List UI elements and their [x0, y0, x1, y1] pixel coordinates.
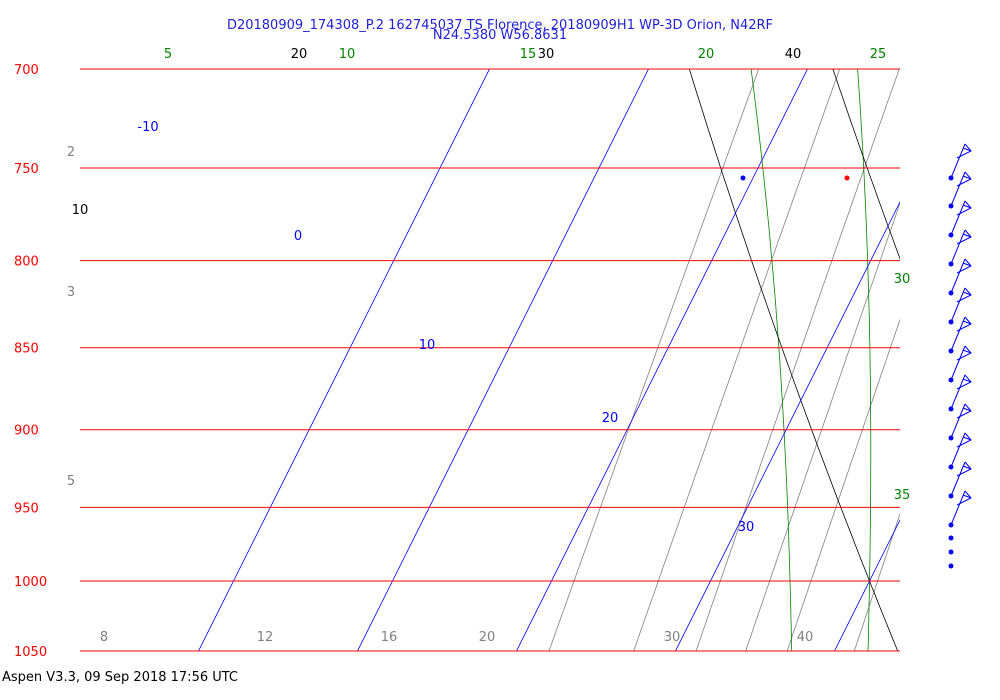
dry-adiabat-label: 40	[785, 47, 802, 62]
wind-barb-flag	[956, 229, 972, 245]
wind-barb-staff	[950, 403, 972, 439]
wind-barb-staff	[950, 432, 972, 468]
isotherm-label: 10	[419, 338, 436, 353]
isotherm-label: 0	[294, 229, 302, 244]
moist-adiabat-label: 5	[164, 47, 172, 62]
dry-adiabat-line	[939, 0, 1000, 700]
mixing-ratio-label: 8	[100, 630, 108, 645]
wind-barb-staff	[950, 316, 972, 352]
grid-lines	[198, 0, 1000, 700]
wind-barb-flag	[956, 345, 972, 361]
moist-adiabat-label: 10	[339, 47, 356, 62]
wind-barb-flag	[956, 461, 972, 477]
mixing-ratio-label: 12	[257, 630, 274, 645]
pressure-tick-label: 1050	[14, 645, 47, 660]
mixing-ratio-line	[931, 0, 1000, 700]
isotherm-line	[198, 69, 490, 651]
wind-barb-staff	[950, 345, 972, 381]
wind-barb-staff	[950, 229, 972, 265]
mixing-ratio-line	[886, 0, 1000, 700]
dry-adiabat-label: 20	[291, 47, 308, 62]
moist-adiabat-label: 25	[870, 47, 887, 62]
wind-barb-staff	[950, 171, 972, 207]
wind-barb-flag	[956, 287, 972, 303]
isotherm-label: 20	[602, 411, 619, 426]
wind-barb-staff	[950, 200, 972, 236]
wind-barb-flag	[956, 490, 972, 506]
mixing-ratio-label: 5	[67, 474, 75, 489]
wind-barb-staff	[950, 374, 972, 410]
mixing-ratio-label: 30	[664, 630, 681, 645]
wind-barb-flag	[956, 374, 972, 390]
wind-barb-staff	[950, 143, 972, 179]
pressure-tick-label: 750	[14, 162, 39, 177]
wind-barbs	[948, 143, 972, 569]
mixing-ratio-label: 40	[797, 630, 814, 645]
moist-adiabat-line	[857, 69, 872, 651]
moist-adiabat-label: 35	[894, 488, 911, 503]
mixing-ratio-line	[745, 201, 900, 651]
pressure-tick-label: 800	[14, 255, 39, 270]
mixing-ratio-line	[548, 69, 760, 651]
isotherm-line	[675, 201, 900, 651]
moist-adiabat-label: 15	[520, 47, 537, 62]
pressure-tick-label: 700	[14, 63, 39, 78]
moist-adiabat-label: 20	[698, 47, 715, 62]
dry-adiabat-label: 10	[72, 203, 89, 218]
wind-barb-staff	[950, 461, 972, 497]
wind-barb-flag	[956, 258, 972, 274]
wind-barb-point	[948, 563, 954, 569]
mixing-ratio-label: 20	[479, 630, 496, 645]
footer-text: Aspen V3.3, 09 Sep 2018 17:56 UTC	[2, 670, 239, 685]
isotherm-line	[960, 0, 1000, 700]
wind-barb-flag	[956, 171, 972, 187]
mixing-ratio-line	[969, 0, 1000, 700]
mixing-ratio-label: 16	[381, 630, 398, 645]
dry-adiabat-line	[688, 69, 899, 651]
temperature-top-point	[844, 175, 850, 181]
wind-barb-staff	[950, 258, 972, 294]
pressure-tick-label: 850	[14, 342, 39, 357]
wind-barb-flag	[956, 403, 972, 419]
isotherm-line	[834, 519, 900, 651]
wind-barb-staff	[950, 490, 972, 526]
moist-adiabat-line	[750, 69, 793, 651]
dewpoint-top-point	[740, 175, 746, 181]
mixing-ratio-line	[786, 318, 900, 651]
wind-barb-flag	[956, 432, 972, 448]
chart-title-line-2: N24.5380 W56.8631	[432, 28, 568, 43]
wind-barb-flag	[956, 200, 972, 216]
isotherm-line	[516, 69, 808, 651]
wind-barb-flag	[956, 316, 972, 332]
dry-adiabat-line	[832, 69, 900, 260]
mixing-ratio-line	[695, 69, 900, 651]
dry-adiabat-label: 30	[538, 47, 555, 62]
mixing-ratio-label: 2	[67, 145, 75, 160]
isotherm-line	[357, 69, 649, 651]
isotherm-label: 30	[738, 520, 755, 535]
pressure-tick-label: 950	[14, 501, 39, 516]
mixing-ratio-label: 3	[67, 285, 75, 300]
pressure-tick-label: 1000	[14, 575, 47, 590]
chart-title-line-1: D20180909_174308_P.2 162745037 TS Floren…	[226, 18, 774, 33]
wind-barb-flag	[956, 143, 972, 159]
isotherm-label: -10	[137, 120, 158, 135]
mixing-ratio-line	[633, 69, 841, 651]
pressure-tick-label: 900	[14, 424, 39, 439]
wind-barb-staff	[950, 287, 972, 323]
wind-barb-point	[948, 535, 954, 541]
moist-adiabat-label: 30	[894, 272, 911, 287]
wind-barb-point	[948, 549, 954, 555]
mixing-ratio-line	[853, 512, 900, 651]
